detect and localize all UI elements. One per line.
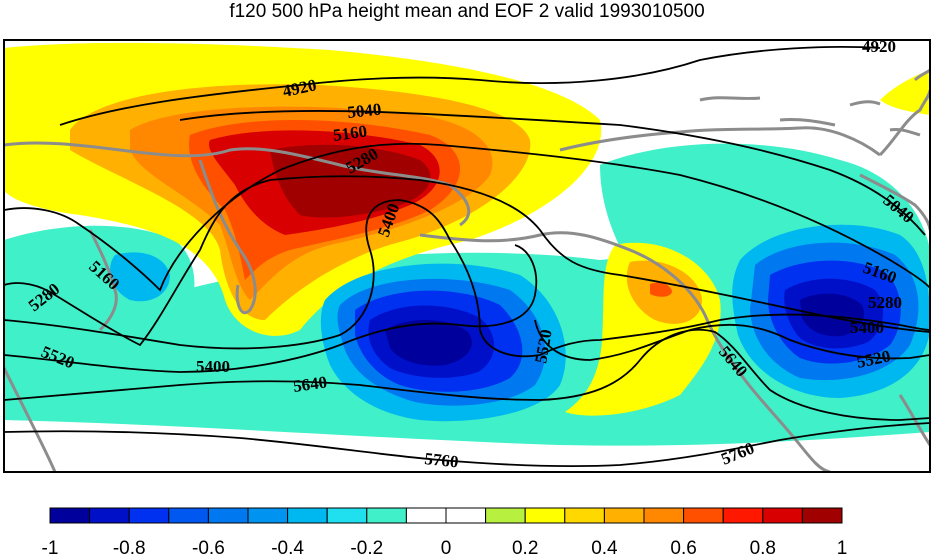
height-contours [4, 46, 930, 468]
colorbar-swatch [128, 507, 170, 524]
contour-5640 [4, 328, 930, 421]
colorbar-tick-label: -0.6 [192, 538, 225, 558]
contour-label: 5400 [196, 357, 230, 376]
colorbar-tick-label: 0 [441, 538, 452, 558]
contour-label: 5400 [850, 318, 884, 337]
colorbar-tick-label: 0.4 [591, 538, 618, 558]
colorbar-tick-label: 0.6 [670, 538, 696, 558]
contour-label: 5760 [424, 449, 460, 471]
colorbar-swatch [762, 507, 803, 524]
colorbar-swatch [207, 507, 249, 524]
shade-red-center-east [650, 282, 672, 297]
shade-cyan-west [4, 225, 195, 335]
colorbar-swatch [801, 507, 843, 524]
colorbar-swatch [168, 507, 209, 524]
colorbar-swatch [603, 507, 645, 524]
contour-5040 [179, 110, 926, 236]
colorbar-swatch [326, 507, 368, 524]
colorbar-swatch [722, 507, 764, 524]
colorbar-tick-label: -0.8 [113, 538, 146, 558]
colorbar-swatch [485, 507, 526, 524]
colorbar-swatch [643, 507, 685, 524]
contour-label: 4920 [862, 37, 896, 56]
colorbar-swatch [564, 507, 605, 524]
shaded-field: 4920 4920 5040 5040 5160 5160 5160 5280 … [4, 37, 930, 472]
contour-label: 5040 [346, 100, 382, 122]
map-title: f120 500 hPa height mean and EOF 2 valid… [229, 1, 705, 22]
contour-5400 [4, 199, 930, 358]
colorbar-tick-label: 0.2 [512, 538, 538, 558]
colorbar-tick-label: -1 [42, 538, 59, 558]
shade-navy-sc [385, 320, 472, 366]
colorbar-swatch [89, 507, 130, 524]
colorbar-swatch [683, 507, 724, 524]
colorbar-tick-label: -0.2 [350, 538, 383, 558]
contour-5760 [4, 422, 930, 468]
contour-label: 5280 [868, 293, 902, 312]
coastlines [4, 68, 930, 472]
colorbar-swatch [405, 507, 447, 524]
colorbar-tick-label: -0.4 [271, 538, 304, 558]
contour-5520 [4, 244, 930, 373]
shade-yellow-ne [880, 70, 930, 115]
colorbar-swatch [366, 507, 407, 524]
contour-5280 [4, 175, 930, 347]
colorbar-swatch [49, 507, 91, 524]
shade-lightblue-west [110, 252, 170, 302]
colorbar-swatch [287, 507, 328, 524]
colorbar [49, 507, 843, 524]
shade-maroon-nw [270, 144, 431, 218]
colorbar-tick-label: 0.8 [750, 538, 776, 558]
colorbar-swatch [247, 507, 289, 524]
contour-label: 5160 [332, 121, 368, 145]
shade-navy-e [800, 293, 864, 337]
colorbar-ticks: -1 -0.8 -0.6 -0.4 -0.2 0 0.2 0.4 0.6 0.8 1 [42, 538, 848, 558]
shade-white-south [4, 420, 930, 472]
colorbar-tick-label: 1 [837, 538, 848, 558]
contour-4920 [59, 46, 881, 126]
contour-5160 [4, 142, 930, 292]
contour-label: 5640 [292, 372, 328, 396]
colorbar-swatch [445, 507, 487, 524]
plot-frame [3, 39, 931, 473]
colorbar-swatch [524, 507, 566, 524]
